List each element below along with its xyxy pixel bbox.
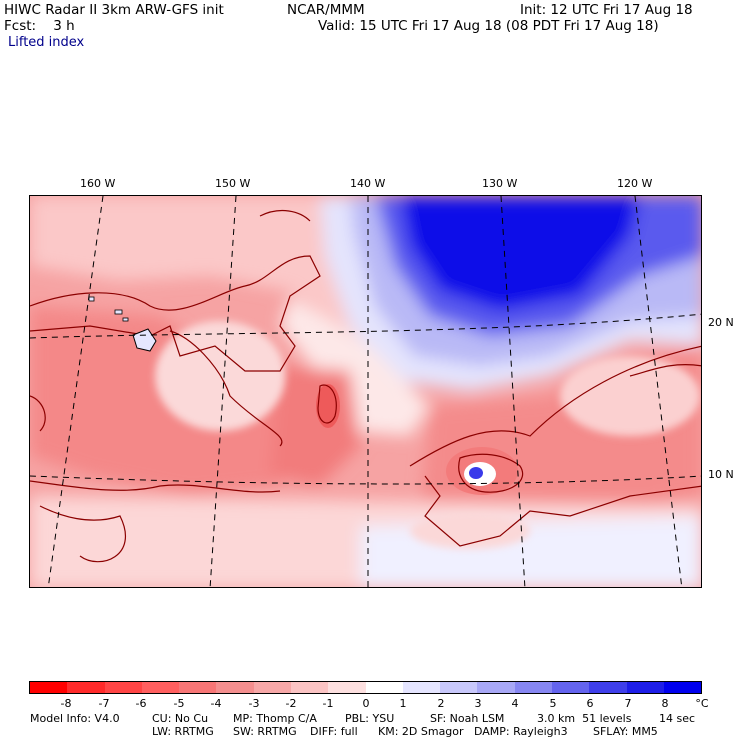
colorbar-tick: -6: [135, 697, 147, 710]
colorbar-tick: -3: [248, 697, 260, 710]
forecast-hour: Fcst: 3 h: [4, 18, 75, 34]
colorbar-tick: 7: [624, 697, 632, 710]
hawaiian-islands: [88, 296, 157, 352]
colorbar-swatch: [551, 682, 590, 693]
colorbar-tick: 8: [661, 697, 669, 710]
colorbar-swatch: [253, 682, 291, 693]
cu-scheme: CU: No Cu: [152, 712, 209, 725]
model-title: HIWC Radar II 3km ARW-GFS init: [4, 2, 224, 18]
source-label: NCAR/MMM: [287, 2, 365, 18]
sf-scheme: SF: Noah LSM: [430, 712, 505, 725]
model-info: Model Info: V4.0: [30, 712, 120, 725]
km-scheme: KM: 2D Smagor: [378, 725, 464, 738]
sflay-scheme: SFLAY: MM5: [593, 725, 658, 738]
lw-scheme: LW: RRTMG: [152, 725, 214, 738]
colorbar-tick: -8: [60, 697, 72, 710]
mp-scheme: MP: Thomp C/A: [233, 712, 317, 725]
colorbar-swatch: [589, 682, 627, 693]
contour-lines: [30, 209, 701, 563]
colorbar-swatch: [67, 682, 105, 693]
field-name: Lifted index: [8, 35, 85, 50]
lat-label-10n: 10 N: [708, 468, 734, 481]
colorbar-swatch: [141, 682, 180, 693]
colorbar-swatch: [440, 682, 478, 693]
lon-label-130w: 130 W: [482, 177, 518, 190]
colorbar-tick: -1: [322, 697, 334, 710]
colorbar-unit: °C: [695, 697, 709, 710]
colorbar-tick: 6: [586, 697, 594, 710]
lon-label-140w: 140 W: [350, 177, 386, 190]
lon-label-160w: 160 W: [80, 177, 116, 190]
colorbar-tick: 1: [399, 697, 407, 710]
colorbar-tick: -4: [210, 697, 222, 710]
colorbar-swatch: [626, 682, 664, 693]
colorbar-tick: -5: [173, 697, 185, 710]
colorbar-swatch: [663, 682, 702, 693]
colorbar-tick: -7: [98, 697, 110, 710]
colorbar-swatch: [328, 682, 366, 693]
colorbar-tick: 4: [511, 697, 519, 710]
colorbar-swatch: [30, 682, 68, 693]
lon-label-120w: 120 W: [617, 177, 653, 190]
colorbar-tick: -2: [285, 697, 297, 710]
pbl-scheme: PBL: YSU: [345, 712, 395, 725]
colorbar-tick: 3: [474, 697, 482, 710]
lon-label-150w: 150 W: [215, 177, 251, 190]
colorbar-swatch: [290, 682, 329, 693]
valid-time: Valid: 15 UTC Fri 17 Aug 18 (08 PDT Fri …: [318, 18, 659, 34]
colorbar-swatch: [477, 682, 515, 693]
colorbar-tick: 2: [437, 697, 445, 710]
colorbar-swatch: [402, 682, 441, 693]
colorbar-tick: 5: [549, 697, 557, 710]
colorbar-swatch: [514, 682, 552, 693]
lat-lon-grid: [30, 196, 701, 587]
init-time: Init: 12 UTC Fri 17 Aug 18: [520, 2, 693, 18]
colorbar-tick: 0: [362, 697, 370, 710]
grid-resolution: 3.0 km 51 levels: [537, 712, 632, 725]
colorbar-swatch: [104, 682, 142, 693]
timestep: 14 sec: [659, 712, 696, 725]
colorbar-swatch: [365, 682, 403, 693]
lat-label-20n: 20 N: [708, 316, 734, 329]
colorbar-swatch: [216, 682, 254, 693]
lifted-index-map: [29, 195, 702, 588]
diff-scheme: DIFF: full: [310, 725, 358, 738]
colorbar-swatch: [179, 682, 217, 693]
colorbar: [29, 681, 702, 694]
damp-scheme: DAMP: Rayleigh3: [474, 725, 568, 738]
sw-scheme: SW: RRTMG: [233, 725, 297, 738]
